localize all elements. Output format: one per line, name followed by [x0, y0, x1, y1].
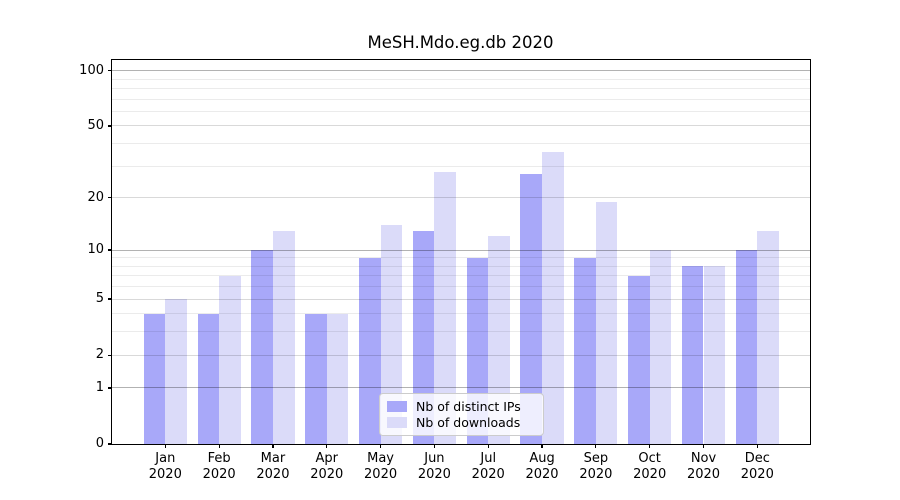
x-tick-mark: [487, 444, 489, 448]
bar-distinct-ips-nov: [681, 266, 704, 444]
x-tick-mark: [756, 444, 758, 448]
bar-downloads-aug: [542, 151, 564, 444]
gridline-y-3: [111, 331, 810, 333]
bar-distinct-ips-dec: [735, 250, 758, 444]
plot-border: [110, 58, 812, 446]
y-tick-mark: [108, 70, 112, 72]
bar-distinct-ips-mar: [251, 250, 273, 444]
gridline-y-9: [111, 257, 810, 259]
y-tick-label: 50: [87, 117, 104, 133]
bar-distinct-ips-may: [358, 257, 381, 444]
gridline-y-100: [111, 70, 810, 72]
bar-downloads-jan: [165, 299, 187, 444]
y-tick-mark: [108, 443, 112, 445]
x-tick-mark: [541, 444, 543, 448]
bar-distinct-ips-jan: [143, 313, 166, 444]
x-tick-label: Oct 2020: [633, 451, 667, 482]
y-tick-label: 2: [95, 347, 104, 363]
y-tick-label: 1: [95, 379, 104, 395]
y-tick-mark: [108, 125, 112, 127]
bar-downloads-dec: [757, 230, 779, 444]
bar-downloads-sep: [595, 201, 618, 444]
gridline-y-40: [111, 143, 810, 145]
bar-distinct-ips-feb: [197, 313, 220, 444]
x-tick-label: Dec 2020: [740, 451, 774, 482]
bar-distinct-ips-apr: [305, 313, 327, 444]
legend-swatch-distinct-ips: [387, 401, 407, 412]
x-tick-label: Sep 2020: [579, 451, 613, 482]
gridline-y-5: [111, 298, 810, 300]
x-tick-mark: [326, 444, 328, 448]
gridline-y-8: [111, 265, 810, 267]
y-tick-mark: [108, 298, 112, 300]
y-tick-mark: [108, 387, 112, 389]
x-tick-mark: [379, 444, 382, 448]
x-tick-mark: [649, 444, 651, 448]
gridline-y-6: [111, 286, 810, 288]
gridline-y-30: [111, 165, 810, 167]
x-tick-label: Mar 2020: [256, 451, 290, 482]
gridline-y-20: [111, 197, 810, 199]
gridline-y-2: [111, 354, 810, 356]
gridline-y-1: [111, 387, 810, 389]
x-tick-label: Jul 2020: [471, 451, 505, 482]
bar-downloads-apr: [326, 313, 349, 444]
bar-distinct-ips-sep: [574, 257, 596, 444]
bar-downloads-mar: [272, 230, 295, 444]
x-tick-label: Feb 2020: [202, 451, 236, 482]
x-tick-mark: [595, 444, 597, 448]
y-tick-label: 10: [87, 242, 104, 257]
y-tick-mark: [108, 197, 112, 199]
x-tick-mark: [433, 444, 435, 448]
x-tick-mark: [702, 444, 705, 448]
x-tick-mark: [272, 444, 274, 448]
legend-label-downloads: Nb of downloads: [416, 415, 521, 430]
gridline-y-7: [111, 275, 810, 277]
y-tick-label: 20: [87, 189, 104, 205]
legend-item-distinct-ips: Nb of distinct IPs: [387, 399, 535, 414]
x-tick-label: May 2020: [364, 451, 398, 482]
x-tick-mark: [218, 444, 220, 448]
gridline-y-4: [111, 313, 810, 315]
gridline-y-50: [111, 125, 810, 127]
legend-swatch-downloads: [387, 417, 407, 428]
x-tick-label: Nov 2020: [686, 451, 721, 482]
gridline-y-10: [111, 249, 810, 251]
x-tick-mark: [164, 444, 166, 448]
bar-downloads-nov: [703, 266, 726, 444]
legend: Nb of distinct IPs Nb of downloads: [379, 393, 544, 436]
y-tick-mark: [108, 249, 112, 251]
x-tick-label: Jun 2020: [417, 451, 451, 482]
y-tick-label: 0: [95, 436, 104, 451]
gridline-y-90: [111, 78, 810, 80]
gridline-y-70: [111, 98, 810, 100]
chart-title: MeSH.Mdo.eg.db 2020: [367, 33, 554, 52]
legend-label-distinct-ips: Nb of distinct IPs: [416, 399, 521, 414]
x-tick-label: Jan 2020: [148, 451, 182, 482]
x-tick-label: Apr 2020: [310, 451, 344, 482]
y-tick-mark: [108, 354, 112, 356]
y-tick-label: 100: [79, 62, 104, 78]
gridline-y-60: [111, 110, 810, 112]
legend-item-downloads: Nb of downloads: [387, 415, 535, 430]
bar-distinct-ips-oct: [628, 275, 650, 444]
gridline-y-80: [111, 87, 810, 89]
x-tick-label: Aug 2020: [525, 451, 559, 482]
bar-downloads-oct: [649, 250, 672, 444]
y-tick-label: 5: [95, 291, 104, 307]
bar-downloads-feb: [219, 275, 241, 444]
